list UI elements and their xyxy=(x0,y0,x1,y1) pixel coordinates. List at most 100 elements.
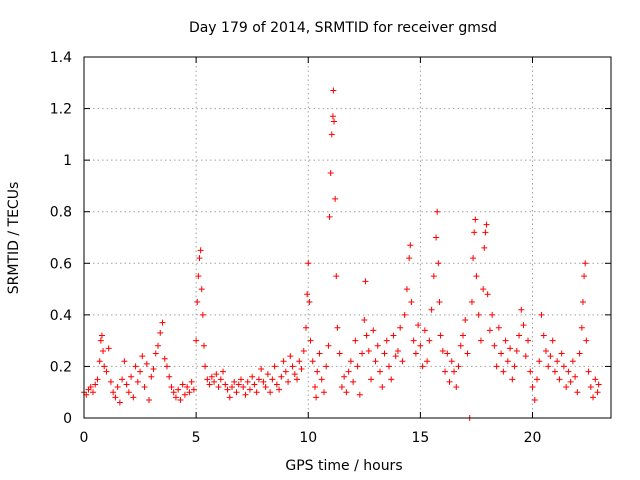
data-point xyxy=(125,389,132,396)
data-point xyxy=(352,337,359,344)
data-point xyxy=(244,378,251,385)
data-point xyxy=(150,366,157,373)
x-tick-label: 15 xyxy=(411,430,429,446)
data-point xyxy=(419,363,426,370)
data-point xyxy=(273,381,280,388)
data-point xyxy=(98,332,105,339)
data-point xyxy=(442,368,449,375)
data-point xyxy=(258,366,265,373)
data-point xyxy=(453,384,460,391)
data-point xyxy=(330,87,337,94)
data-point xyxy=(294,376,301,383)
data-point xyxy=(184,384,191,391)
data-point xyxy=(377,368,384,375)
data-point xyxy=(249,373,256,380)
data-point xyxy=(195,273,202,280)
data-point xyxy=(493,363,500,370)
y-tick-label: 0.6 xyxy=(50,256,72,272)
data-point xyxy=(327,170,334,177)
data-point xyxy=(486,327,493,334)
data-point xyxy=(143,360,150,367)
data-point xyxy=(96,358,103,365)
data-point xyxy=(224,386,231,393)
data-point xyxy=(551,368,558,375)
data-point xyxy=(583,337,590,344)
data-point xyxy=(222,381,229,388)
data-point xyxy=(132,363,139,370)
data-points xyxy=(81,87,602,421)
data-point xyxy=(204,376,211,383)
data-point xyxy=(217,376,224,383)
data-point xyxy=(407,242,414,249)
data-point xyxy=(412,350,419,357)
data-point xyxy=(374,342,381,349)
data-point xyxy=(159,319,166,326)
data-point xyxy=(421,327,428,334)
data-point xyxy=(296,358,303,365)
data-point xyxy=(220,368,227,375)
data-point xyxy=(525,337,532,344)
data-point xyxy=(581,273,588,280)
data-point xyxy=(359,350,366,357)
data-point xyxy=(190,386,197,393)
data-point xyxy=(260,378,267,385)
y-tick-label: 0 xyxy=(63,411,72,427)
data-point xyxy=(567,378,574,385)
data-point xyxy=(152,350,159,357)
data-point xyxy=(472,216,479,223)
data-point xyxy=(329,113,336,120)
data-point xyxy=(565,368,572,375)
data-point xyxy=(587,384,594,391)
x-tick-labels: 0 5 10 15 20 xyxy=(80,430,542,446)
data-point xyxy=(483,221,490,228)
x-tick-label: 10 xyxy=(299,430,317,446)
data-point xyxy=(116,399,123,406)
data-point xyxy=(318,376,325,383)
data-point xyxy=(403,286,410,293)
data-point xyxy=(206,381,213,388)
chart-title: Day 179 of 2014, SRMTID for receiver gms… xyxy=(189,20,497,36)
data-point xyxy=(196,255,203,262)
data-point xyxy=(417,342,424,349)
data-point xyxy=(489,311,496,318)
data-point xyxy=(462,317,469,324)
data-point xyxy=(372,358,379,365)
data-point xyxy=(480,286,487,293)
data-point xyxy=(533,376,540,383)
data-point xyxy=(481,244,488,251)
data-point xyxy=(394,347,401,354)
plot-frame xyxy=(83,56,612,419)
y-tick-label: 1.4 xyxy=(50,50,72,66)
data-point xyxy=(356,391,363,398)
data-point xyxy=(433,234,440,241)
x-tick-label: 5 xyxy=(192,430,201,446)
data-point xyxy=(128,373,135,380)
data-point xyxy=(437,332,444,339)
data-point xyxy=(585,368,592,375)
data-point xyxy=(194,298,201,305)
data-point xyxy=(110,389,117,396)
data-point xyxy=(172,394,179,401)
data-point xyxy=(157,329,164,336)
data-point xyxy=(229,384,236,391)
data-point xyxy=(155,342,162,349)
data-point xyxy=(168,384,175,391)
data-point xyxy=(392,353,399,360)
data-point xyxy=(328,131,335,138)
data-point xyxy=(103,368,110,375)
data-point xyxy=(477,337,484,344)
data-point xyxy=(188,378,195,385)
data-point xyxy=(200,342,207,349)
data-point xyxy=(594,389,601,396)
data-point xyxy=(181,391,188,398)
data-point xyxy=(527,368,534,375)
data-point xyxy=(385,363,392,370)
grid-lines xyxy=(84,57,611,418)
data-point xyxy=(531,396,538,403)
axis-ticks xyxy=(83,56,611,419)
data-point xyxy=(368,376,375,383)
data-point xyxy=(123,381,130,388)
data-point xyxy=(280,358,287,365)
data-point xyxy=(87,384,94,391)
data-point xyxy=(383,337,390,344)
